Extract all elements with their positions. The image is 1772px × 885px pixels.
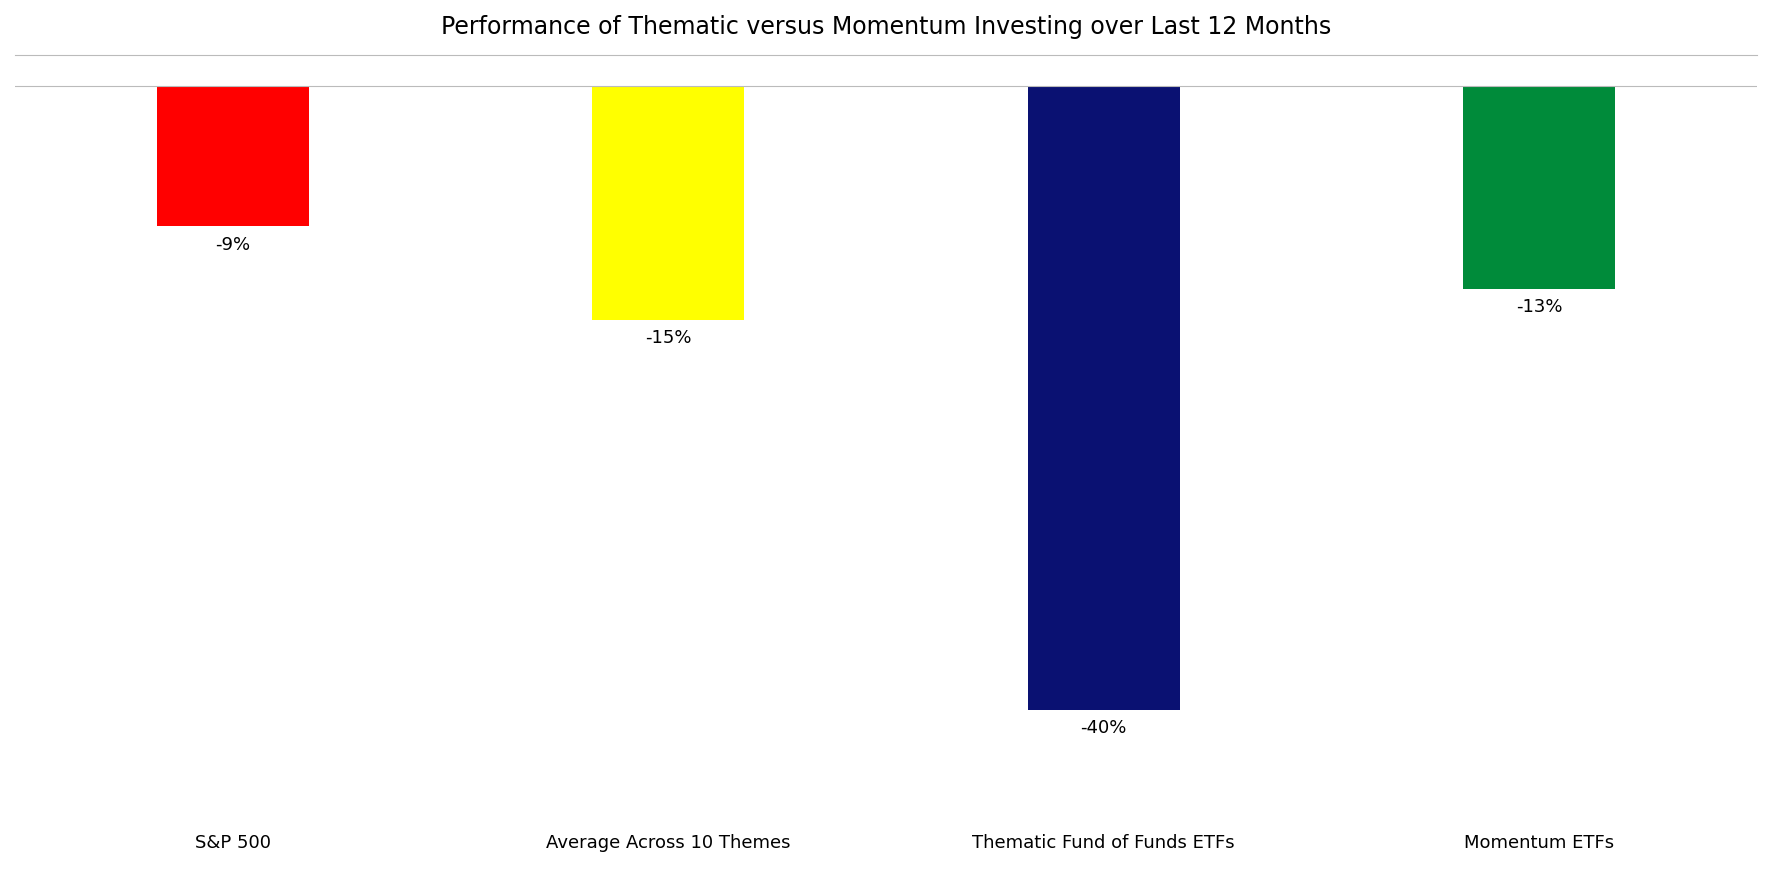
Title: Performance of Thematic versus Momentum Investing over Last 12 Months: Performance of Thematic versus Momentum …: [441, 15, 1331, 39]
Bar: [1028, 86, 1180, 710]
Text: -9%: -9%: [214, 235, 250, 254]
Text: -15%: -15%: [645, 329, 691, 347]
Text: -13%: -13%: [1517, 298, 1563, 316]
Text: -40%: -40%: [1081, 720, 1127, 737]
Bar: [1464, 86, 1616, 289]
Bar: [156, 86, 308, 227]
Bar: [592, 86, 744, 320]
